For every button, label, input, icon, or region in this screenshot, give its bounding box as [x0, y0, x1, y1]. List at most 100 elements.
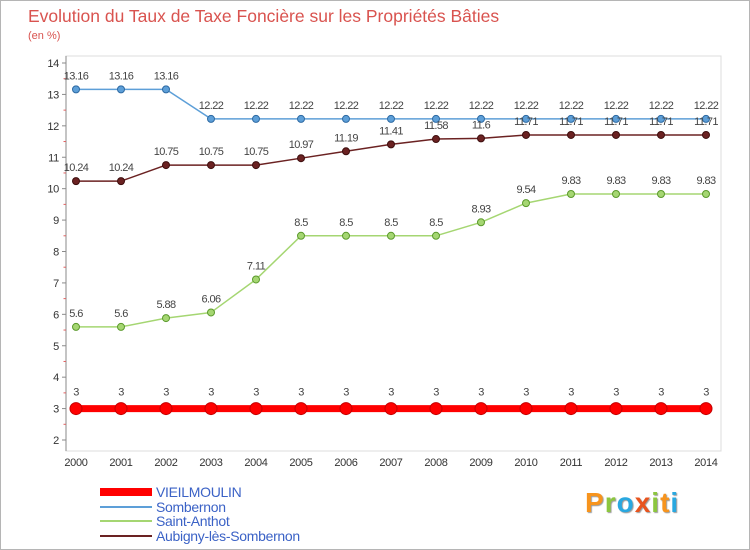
data-label-saint-anthot: 9.83	[561, 175, 580, 187]
data-point-saint-anthot	[477, 218, 485, 227]
data-label-vieilmoulin: 3	[613, 387, 619, 399]
x-tick-label: 2014	[694, 457, 717, 469]
data-label-vieilmoulin: 3	[118, 387, 124, 399]
legend-item-saint-anthot: Saint-Anthot	[100, 514, 300, 529]
data-label-saint-anthot: 8.5	[429, 217, 443, 229]
logo-letter: o	[616, 487, 635, 518]
y-tick-label: 9	[53, 215, 59, 227]
data-point-vieilmoulin	[159, 402, 173, 416]
data-point-aubigny-les-sombernon	[162, 161, 170, 170]
data-point-saint-anthot	[567, 190, 575, 199]
data-label-vieilmoulin: 3	[523, 387, 529, 399]
data-point-sombernon	[297, 114, 305, 123]
data-point-aubigny-les-sombernon	[117, 177, 125, 186]
x-tick-label: 2011	[560, 457, 583, 469]
data-point-aubigny-les-sombernon	[477, 134, 485, 143]
data-label-sombernon: 13.16	[64, 70, 89, 82]
data-label-aubigny-les-sombernon: 11.6	[472, 119, 491, 131]
data-label-saint-anthot: 8.5	[384, 217, 398, 229]
data-point-saint-anthot	[702, 190, 710, 199]
data-point-saint-anthot	[297, 231, 305, 240]
data-label-saint-anthot: 8.93	[471, 203, 490, 215]
data-label-saint-anthot: 5.6	[69, 308, 83, 320]
data-point-vieilmoulin	[204, 402, 218, 416]
data-point-vieilmoulin	[114, 402, 128, 416]
y-tick-label: 10	[47, 184, 59, 196]
data-point-saint-anthot	[162, 314, 170, 323]
x-tick-label: 2000	[64, 457, 87, 469]
data-label-sombernon: 12.22	[199, 100, 224, 112]
data-label-sombernon: 12.22	[379, 100, 404, 112]
x-tick-label: 2008	[424, 457, 447, 469]
data-point-saint-anthot	[207, 308, 215, 317]
data-point-aubigny-les-sombernon	[702, 130, 710, 139]
data-point-aubigny-les-sombernon	[612, 130, 620, 139]
data-point-saint-anthot	[117, 322, 125, 331]
data-label-aubigny-les-sombernon: 11.58	[424, 120, 448, 132]
data-label-aubigny-les-sombernon: 11.71	[559, 116, 583, 128]
data-point-saint-anthot	[342, 231, 350, 240]
logo-letter: x	[634, 487, 652, 518]
data-label-sombernon: 12.22	[559, 100, 584, 112]
x-tick-label: 2012	[604, 457, 627, 469]
x-tick-label: 2007	[379, 457, 402, 469]
data-label-vieilmoulin: 3	[433, 387, 439, 399]
legend-swatch	[100, 520, 152, 523]
logo-letter: r	[604, 487, 617, 518]
logo-letter: i	[651, 487, 661, 518]
data-label-saint-anthot: 7.11	[247, 260, 266, 272]
data-label-aubigny-les-sombernon: 10.75	[244, 146, 269, 158]
x-tick-label: 2004	[244, 457, 267, 469]
data-label-sombernon: 12.22	[514, 100, 539, 112]
logo-letter: i	[670, 487, 680, 518]
data-point-sombernon	[702, 114, 710, 123]
data-label-aubigny-les-sombernon: 10.75	[199, 146, 224, 158]
data-point-sombernon	[477, 114, 485, 123]
data-point-vieilmoulin	[339, 402, 353, 416]
data-label-vieilmoulin: 3	[658, 387, 664, 399]
data-point-aubigny-les-sombernon	[297, 154, 305, 163]
data-label-sombernon: 12.22	[289, 100, 314, 112]
legend-swatch	[100, 488, 152, 497]
data-label-sombernon: 12.22	[244, 100, 269, 112]
data-point-vieilmoulin	[429, 402, 443, 416]
data-label-saint-anthot: 9.83	[606, 175, 625, 187]
data-label-vieilmoulin: 3	[703, 387, 709, 399]
data-label-sombernon: 13.16	[109, 70, 134, 82]
legend: VIEILMOULIN Sombernon Saint-Anthot Aubigny-…	[100, 485, 300, 543]
y-tick-label: 13	[47, 89, 59, 101]
y-tick-label: 7	[53, 278, 59, 290]
x-tick-label: 2001	[109, 457, 132, 469]
data-point-aubigny-les-sombernon	[252, 161, 260, 170]
x-tick-label: 2006	[334, 457, 357, 469]
data-label-aubigny-les-sombernon: 11.19	[334, 132, 358, 144]
y-tick-label: 2	[53, 435, 59, 447]
data-point-aubigny-les-sombernon	[387, 140, 395, 149]
data-point-aubigny-les-sombernon	[432, 135, 440, 144]
data-point-vieilmoulin	[474, 402, 488, 416]
data-label-sombernon: 12.22	[424, 100, 449, 112]
data-label-vieilmoulin: 3	[73, 387, 79, 399]
data-point-vieilmoulin	[654, 402, 668, 416]
data-point-sombernon	[72, 85, 80, 94]
data-label-aubigny-les-sombernon: 11.41	[379, 125, 403, 137]
data-point-sombernon	[612, 114, 620, 123]
data-point-sombernon	[432, 114, 440, 123]
data-label-sombernon: 12.22	[469, 100, 494, 112]
logo-letter: P	[585, 487, 605, 518]
data-point-saint-anthot	[612, 190, 620, 199]
data-point-aubigny-les-sombernon	[657, 130, 665, 139]
data-label-saint-anthot: 5.88	[156, 299, 175, 311]
legend-item-sombernon: Sombernon	[100, 500, 300, 515]
data-point-sombernon	[387, 114, 395, 123]
data-label-saint-anthot: 9.83	[696, 175, 715, 187]
data-point-vieilmoulin	[384, 402, 398, 416]
chart-subtitle: (en %)	[28, 30, 61, 42]
data-point-sombernon	[162, 85, 170, 94]
y-tick-label: 5	[53, 341, 59, 353]
data-label-saint-anthot: 9.83	[651, 175, 670, 187]
data-label-aubigny-les-sombernon: 10.24	[109, 162, 134, 174]
data-point-sombernon	[252, 114, 260, 123]
y-tick-label: 6	[53, 309, 59, 321]
